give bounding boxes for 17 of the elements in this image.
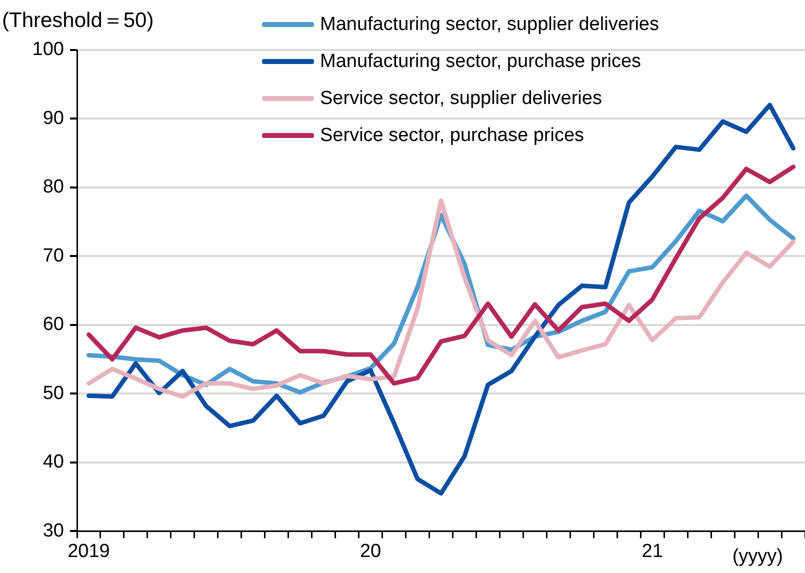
x-tick-label: 20 [360,540,382,562]
x-tick-label: 21 [642,540,663,562]
y-tick-label: 40 [42,452,64,473]
y-tick-label: 90 [42,108,64,129]
y-tick-label: 80 [42,176,64,198]
y-tick-label: 100 [32,39,64,60]
y-tick-label: 60 [42,314,64,336]
legend-label: Service sector, purchase prices [320,124,584,146]
y-tick-label: 30 [42,520,64,542]
text: (yyyy) [732,546,783,568]
y-tick-label: 70 [42,245,64,266]
y-tick-label: 50 [42,382,64,404]
legend-label: Manufacturing sector, supplier deliveries [320,14,660,36]
legend-label: Manufacturing sector, purchase prices [320,50,642,72]
y-axis-title: (Threshold＝50) [2,8,154,34]
x-tick-label: 2019 [68,540,110,562]
legend-label: Service sector, supplier deliveries [320,88,602,110]
